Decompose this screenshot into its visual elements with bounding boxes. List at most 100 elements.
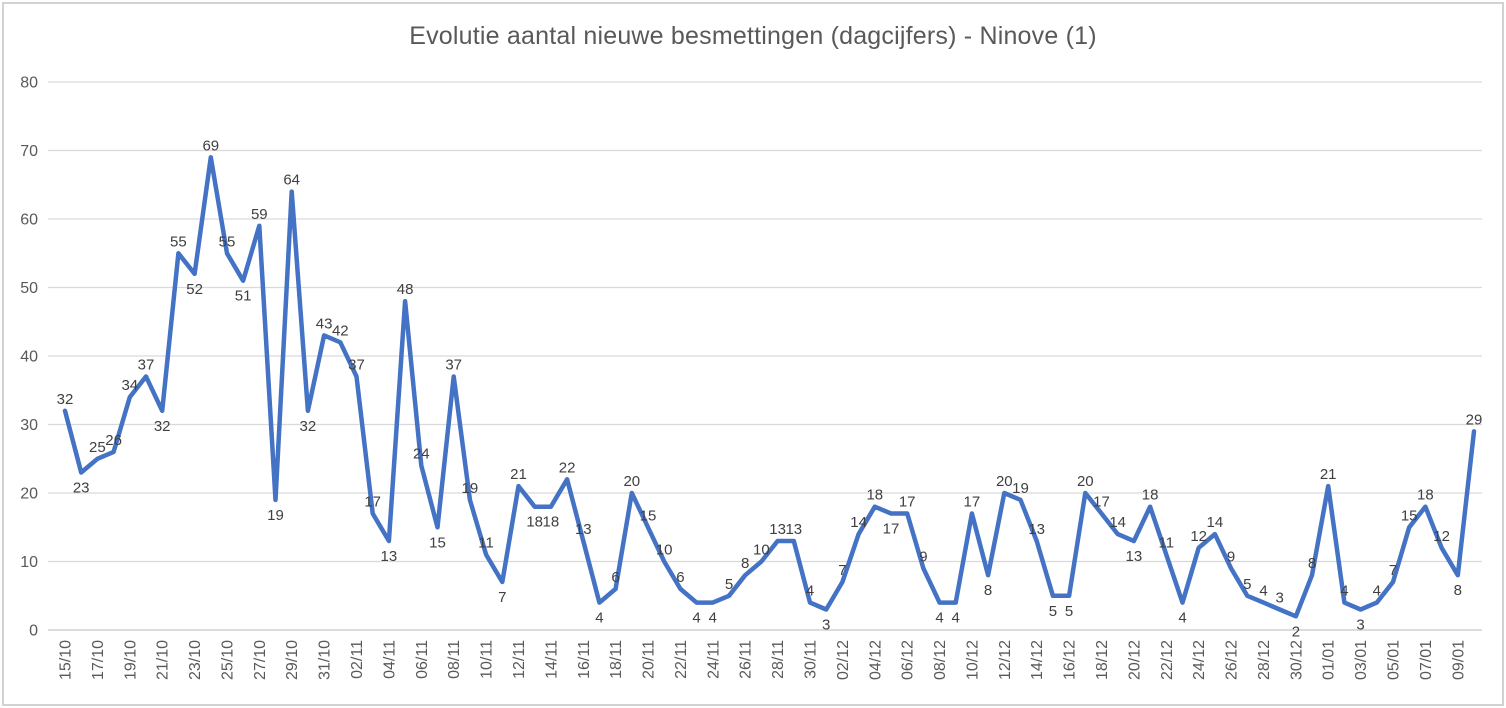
- data-label: 13: [381, 548, 398, 565]
- data-label: 17: [1093, 494, 1110, 511]
- data-label: 13: [575, 521, 592, 538]
- x-tick-label: 18/11: [608, 640, 625, 679]
- x-tick-label: 24/12: [1191, 640, 1208, 680]
- data-label: 69: [202, 137, 219, 154]
- data-label: 14: [1109, 514, 1126, 531]
- x-tick-label: 25/10: [219, 640, 236, 680]
- data-label: 37: [445, 357, 462, 374]
- data-label: 21: [510, 466, 527, 483]
- data-label: 2: [1292, 623, 1300, 640]
- x-tick-label: 03/01: [1353, 640, 1370, 680]
- data-label: 23: [73, 480, 90, 497]
- data-label: 22: [559, 459, 576, 476]
- x-tick-label: 14/11: [543, 640, 560, 679]
- data-label: 15: [429, 534, 446, 551]
- x-tick-label: 12/12: [997, 640, 1014, 680]
- data-label: 17: [964, 494, 981, 511]
- x-tick-label: 07/01: [1418, 640, 1435, 680]
- x-tick-label: 20/11: [641, 640, 658, 679]
- data-label: 20: [996, 473, 1013, 490]
- data-label: 11: [1159, 535, 1175, 552]
- data-label: 55: [170, 233, 187, 250]
- y-tick-label: 50: [20, 280, 38, 297]
- x-tick-label: 09/01: [1450, 640, 1467, 680]
- x-tick-label: 14/12: [1029, 640, 1046, 680]
- data-label: 4: [952, 610, 960, 627]
- x-tick-label: 27/10: [252, 640, 269, 680]
- data-label: 4: [935, 610, 943, 627]
- data-label: 32: [300, 418, 317, 435]
- data-label: 4: [1340, 583, 1348, 600]
- data-label: 5: [1065, 603, 1073, 620]
- x-tick-label: 08/12: [932, 640, 949, 680]
- x-tick-label: 08/11: [446, 640, 463, 679]
- data-label: 19: [1012, 480, 1029, 497]
- y-tick-label: 60: [20, 212, 38, 229]
- x-tick-label: 30/12: [1288, 640, 1305, 680]
- x-tick-label: 12/11: [511, 640, 528, 679]
- x-tick-label: 28/12: [1256, 640, 1273, 680]
- data-label: 4: [595, 610, 603, 627]
- x-tick-label: 22/12: [1159, 640, 1176, 680]
- data-label: 52: [186, 281, 203, 298]
- data-label: 24: [413, 446, 430, 463]
- data-label: 4: [692, 610, 700, 627]
- series-line: [62, 155, 1477, 619]
- data-label: 59: [251, 206, 268, 223]
- data-label: 5: [1049, 603, 1057, 620]
- data-label: 15: [640, 507, 657, 524]
- y-tick-label: 70: [20, 143, 38, 160]
- data-label: 9: [919, 548, 927, 565]
- chart-title: Evolutie aantal nieuwe besmettingen (dag…: [409, 22, 1097, 50]
- data-label: 10: [753, 542, 770, 559]
- x-tick-label: 06/12: [900, 640, 917, 680]
- x-tick-label: 04/11: [381, 640, 398, 679]
- y-tick-label: 40: [20, 349, 38, 366]
- y-tick-label: 80: [20, 75, 38, 92]
- data-label: 6: [611, 569, 619, 586]
- data-label: 15: [1401, 507, 1418, 524]
- data-label: 5: [725, 576, 733, 593]
- data-label: 48: [397, 281, 414, 298]
- data-label: 37: [138, 357, 155, 374]
- x-tick-label: 02/11: [349, 640, 366, 679]
- data-label: 8: [1454, 582, 1462, 599]
- y-tick-label: 0: [29, 623, 38, 640]
- x-tick-label: 28/11: [770, 640, 787, 679]
- data-label: 3: [1276, 590, 1284, 607]
- data-label: 4: [1259, 583, 1267, 600]
- x-tick-label: 05/01: [1386, 640, 1403, 680]
- data-label: 8: [741, 555, 749, 572]
- x-tick-label: 31/10: [317, 640, 334, 680]
- x-tick-label: 18/12: [1094, 640, 1111, 680]
- data-label: 18: [866, 487, 883, 504]
- data-label: 18: [543, 514, 560, 531]
- x-tick-label: 10/11: [479, 640, 496, 679]
- data-label: 18: [1417, 487, 1434, 504]
- data-label: 4: [1178, 610, 1186, 627]
- data-label: 3: [1356, 617, 1364, 634]
- data-label: 5: [1243, 576, 1251, 593]
- data-label: 14: [1207, 514, 1224, 531]
- x-tick-label: 02/12: [835, 640, 852, 680]
- data-label: 43: [316, 315, 333, 332]
- data-label: 7: [1389, 562, 1397, 579]
- data-label: 19: [267, 507, 284, 524]
- data-label: 13: [785, 521, 802, 538]
- x-tick-label: 01/01: [1321, 640, 1338, 680]
- y-tick-label: 10: [20, 554, 38, 571]
- x-tick-label: 26/12: [1224, 640, 1241, 680]
- x-tick-label: 24/11: [705, 640, 722, 679]
- data-label: 13: [1028, 521, 1045, 538]
- data-label: 20: [623, 473, 640, 490]
- x-tick-label: 16/12: [1062, 640, 1079, 680]
- data-label: 32: [154, 418, 171, 435]
- data-label: 17: [883, 521, 900, 538]
- data-label: 51: [235, 288, 252, 305]
- x-tick-label: 20/12: [1126, 640, 1143, 680]
- data-label: 7: [838, 562, 846, 579]
- y-tick-label: 20: [20, 486, 38, 503]
- data-label: 18: [526, 514, 543, 531]
